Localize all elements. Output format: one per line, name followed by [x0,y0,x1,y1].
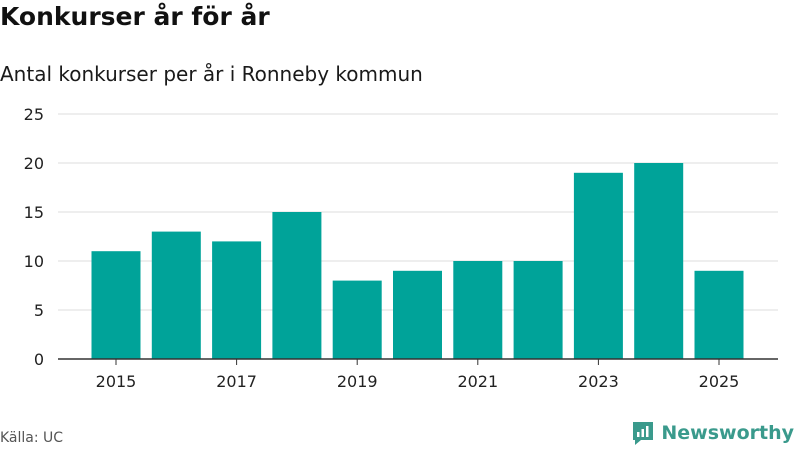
x-tick-label: 2021 [457,372,498,391]
y-tick-label: 15 [24,203,44,222]
bar-2022 [513,261,563,359]
x-tick-label: 2019 [337,372,378,391]
brand-logo: Newsworthy [631,420,794,446]
x-tick-label: 2015 [96,372,137,391]
brand-name: Newsworthy [661,422,794,444]
y-tick-label: 0 [34,350,44,369]
newsworthy-logo-icon [633,422,654,445]
bar-2019 [332,280,382,359]
bar-2023 [573,172,623,359]
bar-2021 [453,261,503,359]
bar-2017 [212,241,262,359]
y-tick-label: 20 [24,154,44,173]
bar-2025 [694,270,744,359]
x-tick-label: 2017 [216,372,257,391]
bar-2016 [151,231,201,359]
y-tick-label: 10 [24,252,44,271]
x-tick-label: 2025 [699,372,740,391]
bar-2015 [91,251,141,359]
y-tick-label: 5 [34,301,44,320]
x-tick-label: 2023 [578,372,619,391]
bar-2018 [272,212,322,359]
y-tick-label: 25 [24,105,44,124]
source-note: Källa: UC [0,430,64,446]
chart-subtitle: Antal konkurser per år i Ronneby kommun [0,62,423,86]
bar-2024 [634,163,684,359]
bars [91,163,744,359]
chart-title: Konkurser år för år [0,2,270,31]
bar-2020 [393,270,442,359]
